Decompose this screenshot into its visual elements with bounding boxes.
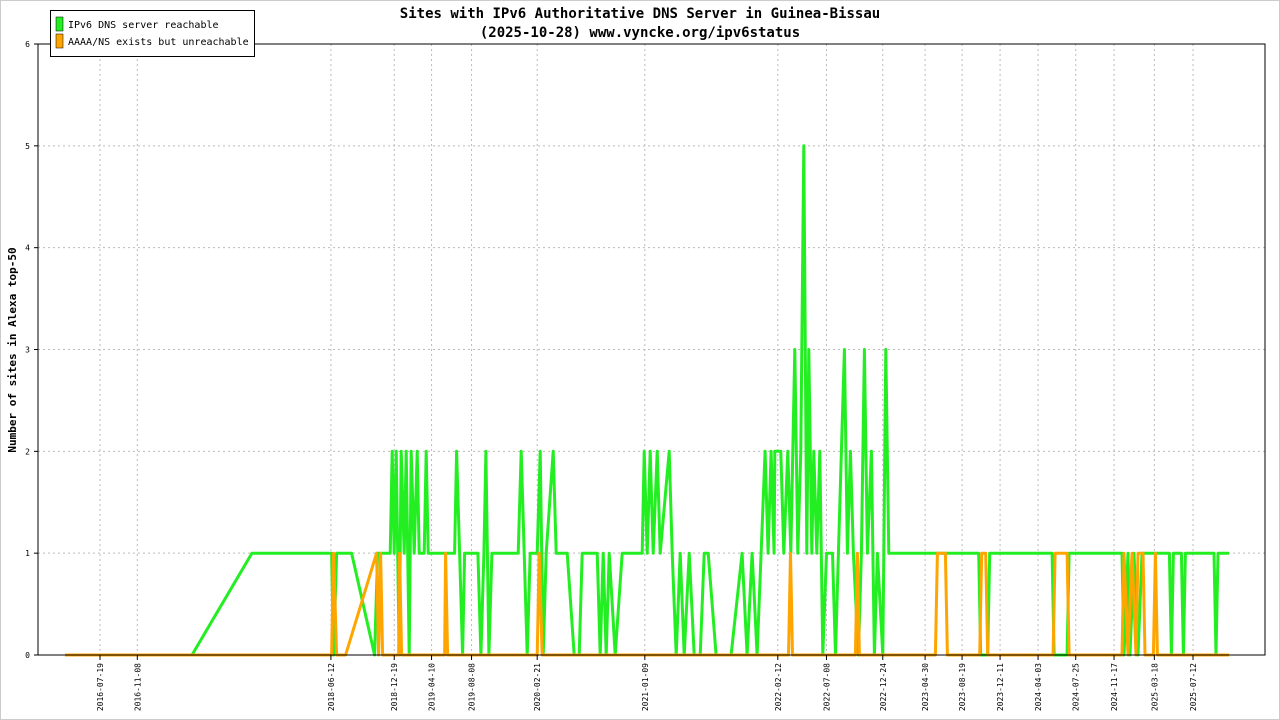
legend-swatch bbox=[55, 16, 64, 32]
axes: 0 1 2 3 4 5 6 2016-07-19 2016-11-08 2018-06-12 201… bbox=[25, 40, 1198, 711]
x-tick-label: 2025-03-18 bbox=[1150, 663, 1159, 711]
x-tick-label: 2016-07-19 bbox=[96, 663, 105, 711]
y-tick-label: 0 bbox=[25, 651, 30, 660]
legend-box bbox=[50, 10, 255, 57]
x-tick-label: 2023-12-11 bbox=[996, 663, 1005, 711]
x-tick-label: 2025-07-12 bbox=[1189, 663, 1198, 711]
y-tick-label: 1 bbox=[25, 549, 30, 558]
x-tick-label: 2022-02-12 bbox=[774, 663, 783, 711]
x-tick-label: 2022-12-24 bbox=[879, 663, 888, 711]
x-tick-label: 2023-08-19 bbox=[958, 663, 967, 711]
x-tick-label: 2018-06-12 bbox=[327, 663, 336, 711]
x-tick-label: 2022-07-08 bbox=[822, 663, 831, 711]
x-tick-label: 2021-01-09 bbox=[641, 663, 650, 711]
x-tick-label: 2019-08-08 bbox=[468, 663, 477, 711]
y-tick-label: 4 bbox=[25, 244, 30, 253]
x-tick-label: 2020-02-21 bbox=[533, 663, 542, 711]
y-tick-label: 3 bbox=[25, 346, 30, 355]
x-tick-label: 2024-11-17 bbox=[1110, 663, 1119, 711]
y-tick-label: 5 bbox=[25, 142, 30, 151]
x-tick-label: 2019-04-10 bbox=[428, 663, 437, 711]
x-tick-label: 2024-07-25 bbox=[1072, 663, 1081, 711]
y-tick-label: 6 bbox=[25, 40, 30, 49]
legend: IPv6 DNS server reachable AAAA/NS exists … bbox=[50, 10, 255, 57]
chart-subtitle: (2025-10-28) www.vyncke.org/ipv6status bbox=[480, 25, 800, 41]
chart-title: Sites with IPv6 Authoritative DNS Server… bbox=[400, 6, 880, 22]
legend-swatch bbox=[55, 33, 64, 49]
grid bbox=[38, 43, 1265, 656]
x-tick-label: 2024-04-03 bbox=[1034, 663, 1043, 711]
x-tick-label: 2016-11-08 bbox=[133, 663, 142, 711]
y-axis-label: Number of sites in Alexa top-50 bbox=[6, 247, 19, 452]
x-tick-label: 2018-12-19 bbox=[390, 663, 399, 711]
y-tick-label: 2 bbox=[25, 447, 30, 456]
x-tick-label: 2023-04-30 bbox=[921, 663, 930, 711]
legend-label: IPv6 DNS server reachable bbox=[68, 20, 219, 31]
legend-label: AAAA/NS exists but unreachable bbox=[68, 37, 249, 48]
